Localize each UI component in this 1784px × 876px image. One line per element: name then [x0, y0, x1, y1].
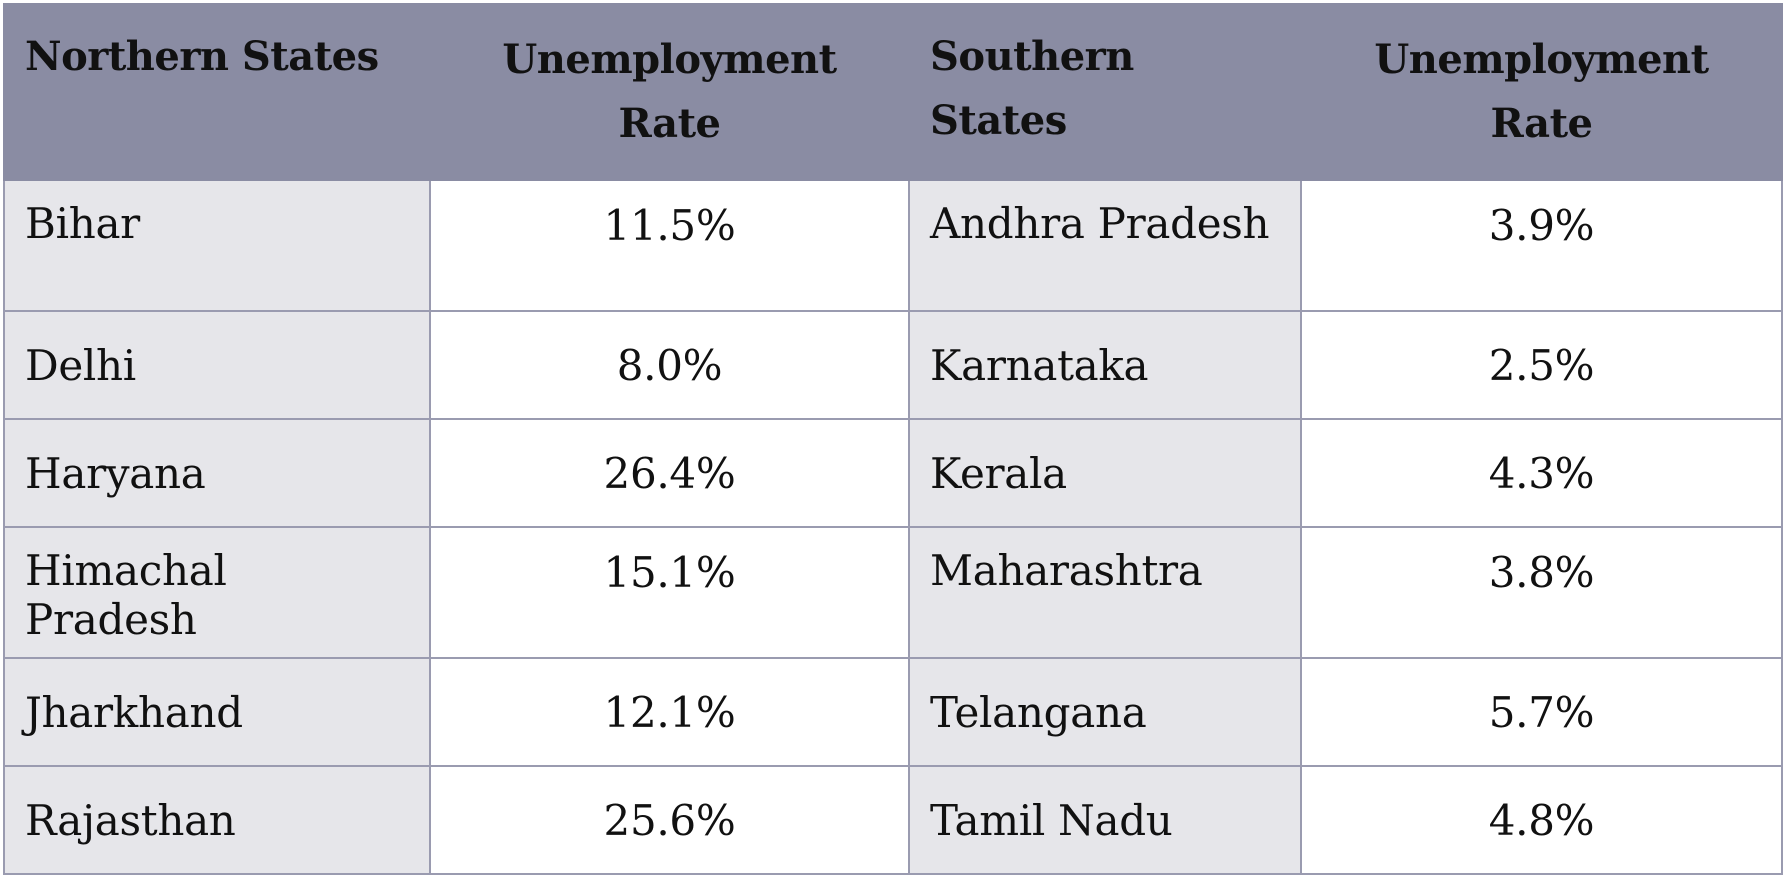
northern-rate-cell: 26.4% — [429, 418, 910, 528]
table-row: Delhi 8.0% Karnataka 2.5% — [3, 310, 1783, 420]
southern-rate-cell: 5.7% — [1300, 657, 1783, 767]
southern-state-cell: Kerala — [908, 418, 1302, 528]
table-row: Bihar 11.5% Andhra Pradesh 3.9% — [3, 179, 1783, 312]
table-body: Bihar 11.5% Andhra Pradesh 3.9% Delhi 8.… — [3, 179, 1783, 875]
table-row: Himachal Pradesh 15.1% Maharashtra 3.8% — [3, 526, 1783, 659]
table-header: Northern States Unemployment Rate Southe… — [3, 3, 1783, 181]
unemployment-table-container: Northern States Unemployment Rate Southe… — [3, 3, 1783, 875]
southern-rate-cell: 3.8% — [1300, 526, 1783, 659]
table-row: Jharkhand 12.1% Telangana 5.7% — [3, 657, 1783, 767]
table-row: Haryana 26.4% Kerala 4.3% — [3, 418, 1783, 528]
header-northern-states: Northern States — [3, 3, 431, 181]
northern-rate-cell: 25.6% — [429, 765, 910, 875]
northern-rate-cell: 11.5% — [429, 179, 910, 312]
southern-state-cell: Telangana — [908, 657, 1302, 767]
northern-state-cell: Rajasthan — [3, 765, 431, 875]
header-row: Northern States Unemployment Rate Southe… — [3, 3, 1783, 181]
southern-state-cell: Karnataka — [908, 310, 1302, 420]
northern-rate-cell: 12.1% — [429, 657, 910, 767]
northern-state-cell: Haryana — [3, 418, 431, 528]
southern-rate-cell: 4.3% — [1300, 418, 1783, 528]
southern-state-cell: Andhra Pradesh — [908, 179, 1302, 312]
header-southern-unemployment-rate: Unemployment Rate — [1300, 3, 1783, 181]
northern-rate-cell: 15.1% — [429, 526, 910, 659]
northern-state-cell: Himachal Pradesh — [3, 526, 431, 659]
header-southern-states: Southern States — [908, 3, 1302, 181]
southern-rate-cell: 4.8% — [1300, 765, 1783, 875]
unemployment-table: Northern States Unemployment Rate Southe… — [3, 3, 1783, 875]
table-row: Rajasthan 25.6% Tamil Nadu 4.8% — [3, 765, 1783, 875]
southern-state-cell: Tamil Nadu — [908, 765, 1302, 875]
southern-rate-cell: 3.9% — [1300, 179, 1783, 312]
header-northern-unemployment-rate: Unemployment Rate — [429, 3, 910, 181]
southern-state-cell: Maharashtra — [908, 526, 1302, 659]
northern-state-cell: Bihar — [3, 179, 431, 312]
northern-rate-cell: 8.0% — [429, 310, 910, 420]
southern-rate-cell: 2.5% — [1300, 310, 1783, 420]
northern-state-cell: Jharkhand — [3, 657, 431, 767]
northern-state-cell: Delhi — [3, 310, 431, 420]
